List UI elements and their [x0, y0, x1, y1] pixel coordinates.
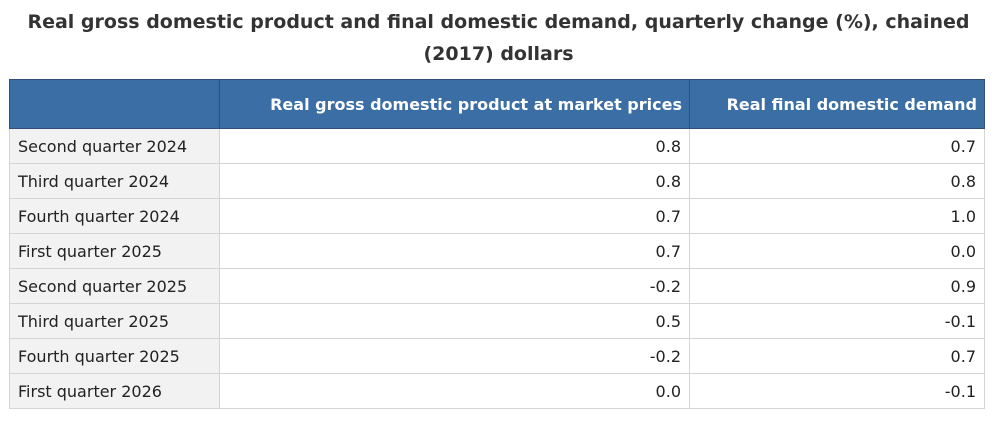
cell-fdd: -0.1 — [689, 373, 985, 409]
gdp-table: Real gross domestic product at market pr… — [9, 79, 985, 409]
cell-gdp: 0.0 — [219, 373, 690, 409]
cell-fdd: 0.7 — [689, 128, 985, 164]
table-row: Fourth quarter 2024 0.7 1.0 — [9, 198, 985, 234]
table-row: First quarter 2025 0.7 0.0 — [9, 233, 985, 269]
cell-gdp: 0.7 — [219, 233, 690, 269]
cell-fdd: 0.8 — [689, 163, 985, 199]
row-header-period: Second quarter 2024 — [9, 128, 220, 164]
cell-gdp: -0.2 — [219, 268, 690, 304]
cell-fdd: 0.9 — [689, 268, 985, 304]
corner-header-cell — [9, 79, 220, 129]
table-row: Third quarter 2025 0.5 -0.1 — [9, 303, 985, 339]
cell-fdd: -0.1 — [689, 303, 985, 339]
cell-fdd: 0.7 — [689, 338, 985, 374]
table-row: Fourth quarter 2025 -0.2 0.7 — [9, 338, 985, 374]
table-caption: Real gross domestic product and final do… — [27, 11, 970, 65]
table-row: Second quarter 2025 -0.2 0.9 — [9, 268, 985, 304]
row-header-period: Fourth quarter 2025 — [9, 338, 220, 374]
column-header-fdd: Real final domestic demand — [689, 79, 985, 129]
cell-gdp: 0.5 — [219, 303, 690, 339]
cell-gdp: 0.8 — [219, 128, 690, 164]
table-row: Third quarter 2024 0.8 0.8 — [9, 163, 985, 199]
cell-gdp: 0.7 — [219, 198, 690, 234]
table-row: First quarter 2026 0.0 -0.1 — [9, 373, 985, 409]
header-row: Real gross domestic product at market pr… — [9, 79, 985, 129]
row-header-period: First quarter 2026 — [9, 373, 220, 409]
row-header-period: First quarter 2025 — [9, 233, 220, 269]
column-header-gdp: Real gross domestic product at market pr… — [219, 79, 690, 129]
cell-fdd: 1.0 — [689, 198, 985, 234]
row-header-period: Third quarter 2024 — [9, 163, 220, 199]
row-header-period: Third quarter 2025 — [9, 303, 220, 339]
cell-fdd: 0.0 — [689, 233, 985, 269]
cell-gdp: 0.8 — [219, 163, 690, 199]
cell-gdp: -0.2 — [219, 338, 690, 374]
row-header-period: Fourth quarter 2024 — [9, 198, 220, 234]
row-header-period: Second quarter 2025 — [9, 268, 220, 304]
table-row: Second quarter 2024 0.8 0.7 — [9, 128, 985, 164]
